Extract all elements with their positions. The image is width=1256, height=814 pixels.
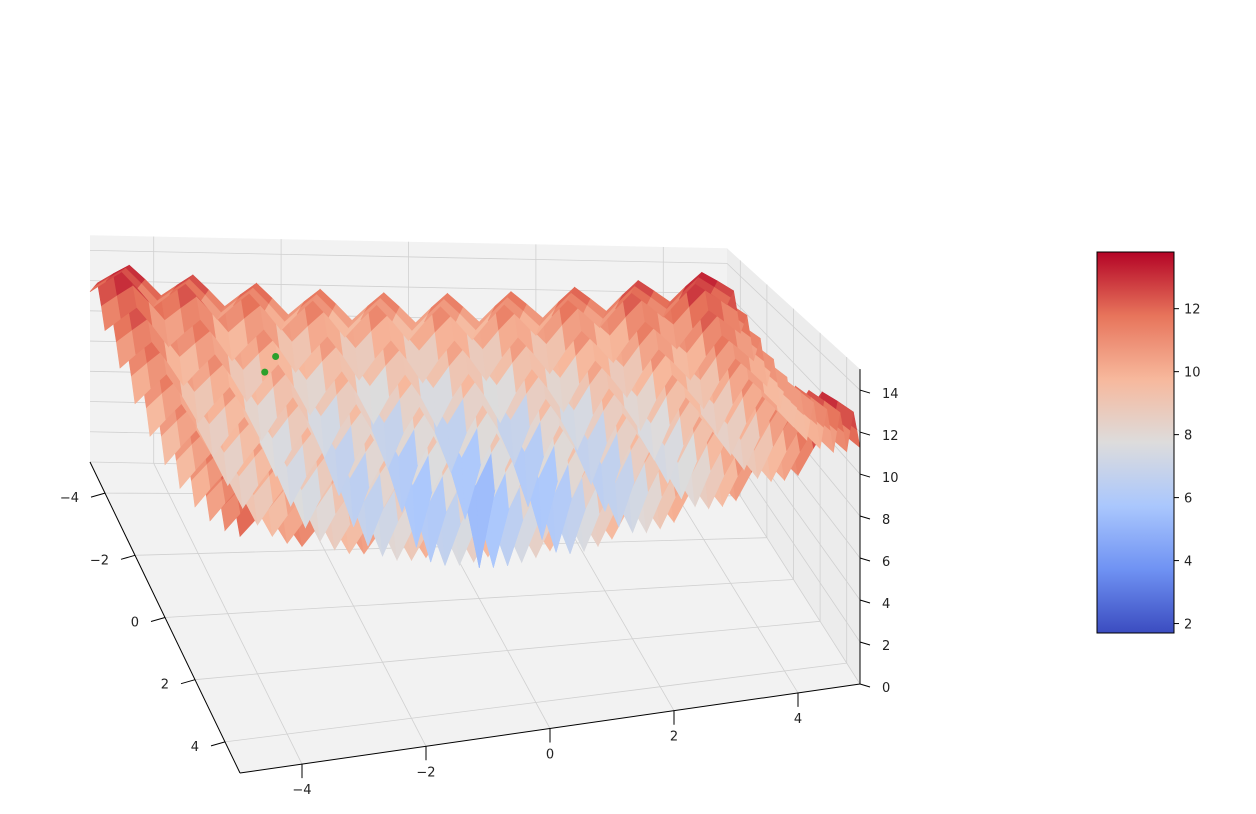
z-tick — [859, 641, 871, 646]
x-tick — [90, 492, 106, 498]
y-tick-label: −4 — [292, 783, 311, 798]
colorbar-tick-label: 6 — [1184, 492, 1192, 507]
surface-plot — [89, 264, 861, 568]
z-tick-label: 10 — [882, 471, 899, 486]
z-tick — [859, 683, 871, 688]
axis-ticks: −4 −2 0 2 4 −4 −2 0 2 4 0 2 4 6 8 10 12 14 — [60, 387, 899, 798]
z-tick-label: 2 — [882, 639, 890, 654]
y-tick-label: 0 — [546, 748, 554, 763]
z-tick-label: 0 — [882, 681, 890, 696]
point-markers — [261, 352, 280, 376]
marker-point — [261, 368, 269, 376]
z-tick — [859, 515, 871, 520]
colorbar-body — [1096, 251, 1175, 634]
marker-point — [272, 352, 280, 360]
grid-line-z-side — [726, 263, 861, 391]
z-tick — [859, 431, 871, 436]
y-tick-label: −2 — [416, 765, 435, 780]
grid-line-z-side — [726, 474, 861, 685]
colorbar-tick-label: 2 — [1184, 618, 1192, 633]
x-tick-label: −2 — [90, 553, 109, 568]
colorbar: 2 4 6 8 10 12 — [1096, 251, 1201, 634]
x-tick-label: 2 — [161, 678, 169, 693]
z-tick-label: 8 — [882, 513, 890, 528]
colorbar-tick-label: 10 — [1184, 366, 1201, 381]
x-tick — [120, 554, 136, 560]
z-tick-label: 4 — [882, 597, 890, 612]
x-tick — [210, 741, 226, 747]
floor-pane — [90, 462, 860, 773]
x-tick-label: −4 — [60, 491, 79, 506]
y-tick-label: 4 — [794, 712, 802, 727]
z-tick-label: 14 — [882, 387, 899, 402]
z-tick — [859, 473, 871, 478]
z-tick-label: 12 — [882, 429, 899, 444]
grid-line-z-side — [726, 444, 861, 643]
grid-line-z-back — [89, 249, 728, 264]
x-tick-label: 4 — [191, 740, 199, 755]
colorbar-tick-label: 8 — [1184, 429, 1192, 444]
z-tick — [859, 557, 871, 562]
surface-facet — [710, 286, 731, 306]
grid-line-y — [153, 463, 303, 765]
x-tick-label: 0 — [131, 616, 139, 631]
x-tick — [150, 617, 166, 622]
z-tick — [859, 599, 871, 604]
z-tick-label: 6 — [882, 555, 890, 570]
x-tick — [180, 679, 196, 685]
grid-line-y — [662, 473, 799, 694]
z-tick — [859, 389, 871, 394]
y-tick-label: 2 — [670, 730, 678, 745]
colorbar-tick-label: 4 — [1184, 555, 1192, 570]
colorbar-tick-label: 12 — [1184, 303, 1201, 318]
